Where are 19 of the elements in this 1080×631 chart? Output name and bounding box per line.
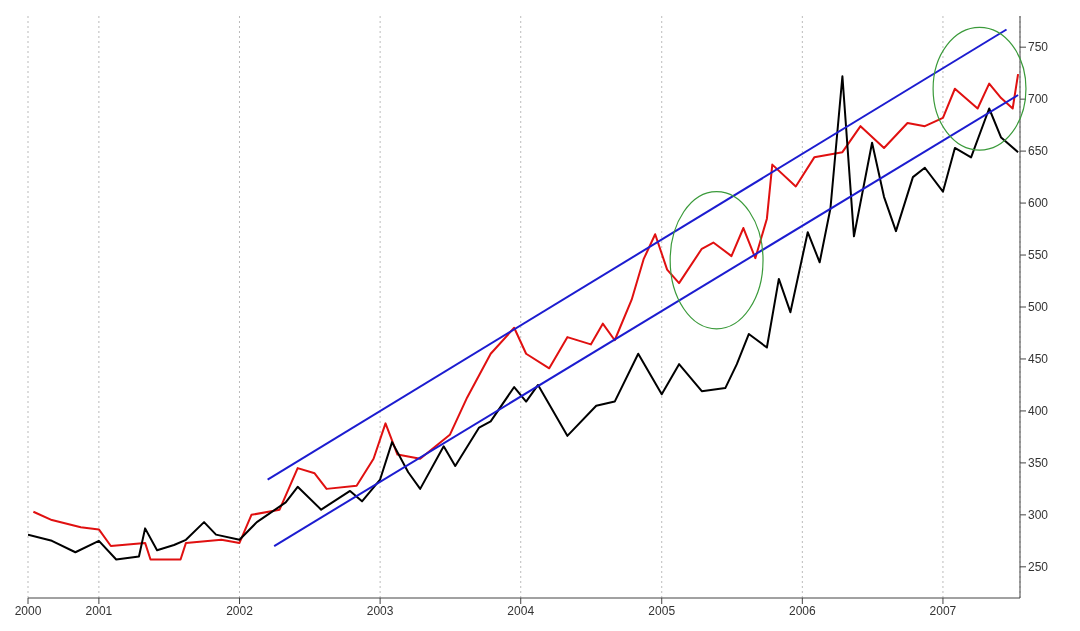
x-tick-label: 2004 xyxy=(507,603,535,618)
x-tick-label: 2000 xyxy=(14,603,42,618)
x-tick-label: 2002 xyxy=(226,603,254,618)
x-tick-label: 2006 xyxy=(788,603,817,618)
y-tick-label: 350 xyxy=(1028,456,1049,471)
x-tick-label: 2001 xyxy=(85,603,113,618)
y-tick-label: 500 xyxy=(1028,300,1049,315)
y-tick-label: 550 xyxy=(1028,248,1049,263)
x-tick-label: 2007 xyxy=(929,603,957,618)
y-tick-label: 650 xyxy=(1028,144,1049,159)
x-tick-label: 2005 xyxy=(648,603,676,618)
y-tick-label: 450 xyxy=(1028,352,1049,367)
y-tick-label: 250 xyxy=(1028,560,1049,575)
y-tick-label: 700 xyxy=(1028,92,1049,107)
y-tick-label: 750 xyxy=(1028,40,1049,55)
y-tick-label: 600 xyxy=(1028,196,1049,211)
y-tick-label: 300 xyxy=(1028,508,1049,523)
x-tick-label: 2003 xyxy=(366,603,394,618)
y-tick-label: 400 xyxy=(1028,404,1049,419)
